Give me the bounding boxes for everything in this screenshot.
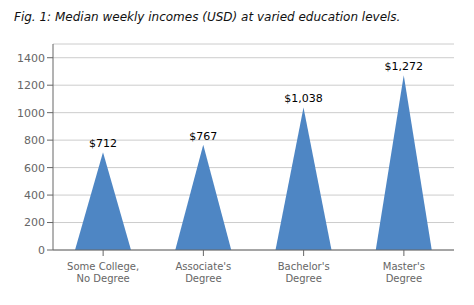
svg-text:800: 800 [24, 134, 45, 147]
svg-text:Bachelor'sDegree: Bachelor'sDegree [278, 261, 330, 284]
html-text:Fig. 1: Median weekly incomes: Fig. 1: Median weekly incomes (USD) at v… [14, 10, 401, 24]
svg-text:200: 200 [24, 216, 45, 229]
svg-text:$1,038: $1,038 [284, 92, 323, 105]
svg-text:Some College,No Degree: Some College,No Degree [67, 261, 139, 284]
svg-text:Associate'sDegree: Associate'sDegree [175, 261, 231, 284]
svg-text:1200: 1200 [17, 79, 45, 92]
svg-text:$1,272: $1,272 [385, 60, 424, 73]
svg-text:$712: $712 [89, 137, 117, 150]
svg-text:600: 600 [24, 162, 45, 175]
svg-text:$767: $767 [189, 130, 217, 143]
svg-text:1000: 1000 [17, 107, 45, 120]
svg-text:Master'sDegree: Master'sDegree [383, 261, 425, 284]
svg-text:0: 0 [38, 244, 45, 257]
svg-text:1400: 1400 [17, 52, 45, 65]
svg-text:400: 400 [24, 189, 45, 202]
